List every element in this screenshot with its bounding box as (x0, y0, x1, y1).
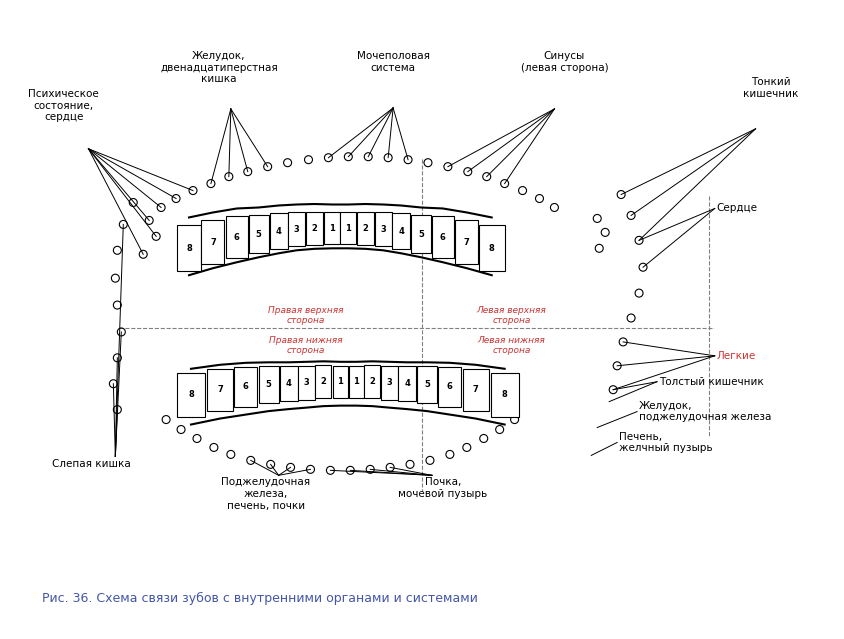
Bar (365, 366, 380, 398)
Text: 7: 7 (464, 238, 469, 247)
Bar (259, 366, 279, 403)
Bar (207, 369, 233, 411)
Text: 6: 6 (243, 382, 249, 391)
Text: Поджелудочная
железа,
печень, почки: Поджелудочная железа, печень, почки (221, 477, 311, 511)
Text: Синусы
(левая сторона): Синусы (левая сторона) (521, 51, 609, 73)
Bar (463, 369, 489, 411)
Bar (411, 215, 431, 253)
Bar (316, 366, 332, 398)
Bar (279, 366, 298, 401)
Text: 1: 1 (345, 224, 351, 233)
Bar (306, 212, 323, 245)
Text: 5: 5 (424, 380, 430, 389)
Bar (177, 226, 201, 271)
Bar (398, 366, 416, 401)
Text: Желудок,
двенадцатиперстная
кишка: Желудок, двенадцатиперстная кишка (160, 51, 278, 84)
Text: 4: 4 (285, 379, 291, 389)
Bar (226, 217, 248, 258)
Bar (417, 366, 437, 403)
Text: 3: 3 (381, 225, 386, 234)
Bar (235, 367, 257, 406)
Text: Тонкий
кишечник: Тонкий кишечник (743, 77, 798, 98)
Text: 6: 6 (234, 233, 240, 242)
Bar (249, 215, 268, 253)
Text: 1: 1 (329, 224, 335, 233)
Text: 7: 7 (217, 385, 223, 394)
Text: 5: 5 (266, 380, 272, 389)
Bar (270, 213, 288, 249)
Bar (456, 220, 479, 265)
Text: Толстый кишечник: Толстый кишечник (659, 377, 764, 387)
Text: 6: 6 (447, 382, 453, 391)
Text: 8: 8 (502, 390, 507, 399)
Text: Рис. 36. Схема связи зубов с внутренними органами и системами: Рис. 36. Схема связи зубов с внутренними… (41, 592, 478, 605)
Text: 1: 1 (354, 377, 360, 386)
Bar (432, 217, 454, 258)
Bar (324, 212, 340, 244)
Text: 2: 2 (321, 377, 327, 386)
Text: Левая верхняя
сторона: Левая верхняя сторона (477, 306, 546, 325)
Text: 1: 1 (338, 377, 344, 386)
Text: 8: 8 (489, 244, 495, 253)
Text: Правая нижняя
сторона: Правая нижняя сторона (268, 336, 343, 355)
Bar (202, 220, 225, 265)
Text: Желудок,
поджелудочная железа: Желудок, поджелудочная железа (639, 401, 771, 422)
Text: 4: 4 (398, 227, 404, 236)
Text: Легкие: Легкие (717, 351, 756, 361)
Bar (288, 212, 305, 246)
Bar (349, 366, 364, 397)
Text: 2: 2 (362, 224, 368, 233)
Text: 3: 3 (387, 378, 392, 387)
Bar (438, 367, 462, 406)
Text: Мочеполовая
система: Мочеполовая система (357, 51, 430, 73)
Text: Печень,
желчный пузырь: Печень, желчный пузырь (619, 432, 713, 453)
Text: 4: 4 (404, 379, 410, 389)
Bar (298, 366, 315, 399)
Text: 8: 8 (188, 390, 194, 399)
Text: 7: 7 (473, 385, 479, 394)
Bar (340, 212, 356, 244)
Bar (392, 213, 410, 249)
Text: 4: 4 (276, 227, 282, 236)
Bar (333, 366, 348, 397)
Text: Психическое
состояние,
сердце: Психическое состояние, сердце (28, 89, 99, 122)
Text: 3: 3 (294, 225, 300, 234)
Text: 5: 5 (256, 230, 262, 239)
Text: Сердце: Сердце (717, 203, 758, 213)
Text: 2: 2 (370, 377, 375, 386)
Text: Слепая кишка: Слепая кишка (52, 459, 131, 470)
Text: 6: 6 (440, 233, 446, 242)
Bar (177, 373, 205, 417)
Text: 7: 7 (210, 238, 216, 247)
Text: Почка,
мочевой пузырь: Почка, мочевой пузырь (398, 477, 488, 499)
Bar (357, 212, 374, 245)
Text: 8: 8 (187, 244, 192, 253)
Text: 3: 3 (304, 378, 310, 387)
Bar (490, 373, 518, 417)
Text: Левая нижняя
сторона: Левая нижняя сторона (478, 336, 545, 355)
Text: 2: 2 (311, 224, 317, 233)
Bar (381, 366, 398, 399)
Bar (479, 226, 505, 271)
Bar (375, 212, 392, 246)
Text: 5: 5 (418, 230, 424, 239)
Text: Правая верхняя
сторона: Правая верхняя сторона (268, 306, 344, 325)
